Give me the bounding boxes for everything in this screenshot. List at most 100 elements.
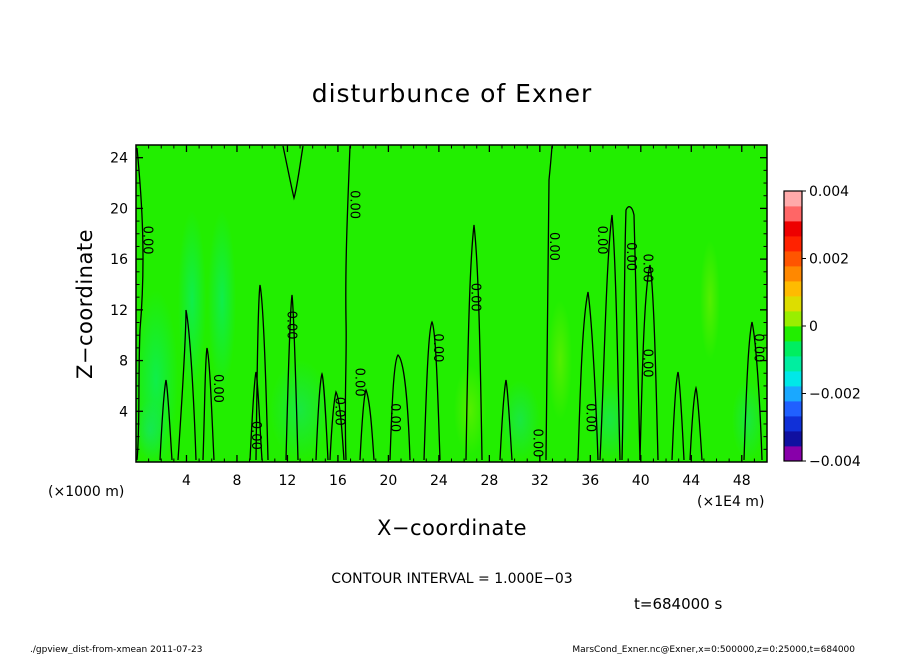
x-tick-label: 36 xyxy=(581,473,599,489)
y-tick-label: 20 xyxy=(110,201,128,217)
time-text: t=684000 s xyxy=(634,595,722,613)
chart-title: disturbunce of Exner xyxy=(312,79,593,108)
contour-value-label: 0.00 xyxy=(352,368,367,397)
contour-line xyxy=(689,385,703,461)
colorbar-segment xyxy=(784,206,802,222)
colorbar-segment xyxy=(784,296,802,312)
field-shading xyxy=(136,210,764,462)
colorbar-segment xyxy=(784,416,802,432)
shade-high-region xyxy=(700,240,720,360)
plot-area: 0.000.000.000.000.000.000.000.000.000.00… xyxy=(136,145,767,462)
contour-line xyxy=(599,214,621,461)
colorbar-tick-label: 0.004 xyxy=(809,184,849,200)
contour-value-label: 0.00 xyxy=(331,397,346,426)
x-axis-ticks: 4 8 12 16 20 24 28 32 36 40 44 48 xyxy=(148,145,755,489)
contour-line xyxy=(743,321,763,461)
contour-line xyxy=(499,379,513,461)
colorbar-tick-labels: −0.004 −0.002 0 0.002 0.004 xyxy=(802,184,861,470)
contour-line xyxy=(329,390,345,461)
colorbar-segment xyxy=(784,236,802,252)
plot-background xyxy=(136,145,767,462)
shade-low-region xyxy=(178,210,206,390)
colorbar-segment xyxy=(784,401,802,417)
x-tick-label: 40 xyxy=(632,473,650,489)
colorbar-segment xyxy=(784,326,802,342)
shade-low-region xyxy=(270,360,330,460)
colorbar-segment xyxy=(784,281,802,297)
shade-low-region xyxy=(208,210,236,390)
contour-value-label: 0.00 xyxy=(750,333,765,362)
contour-value-label: 0.00 xyxy=(347,190,362,219)
contour-line xyxy=(282,145,304,201)
contour-line xyxy=(359,388,375,461)
contour-value-label: 0.00 xyxy=(140,226,155,255)
x-tick-label: 32 xyxy=(531,473,549,489)
contour-line xyxy=(159,379,173,461)
contour-value-label: 0.00 xyxy=(248,421,263,450)
x-unit-label: (×1000 m) xyxy=(48,484,124,500)
contour-value-label: 0.00 xyxy=(639,349,654,378)
y-tick-label: 8 xyxy=(119,354,128,370)
colorbar-tick-label: −0.004 xyxy=(809,454,861,470)
x-tick-label: 16 xyxy=(329,473,347,489)
shade-low-region xyxy=(732,380,764,460)
colorbar-segment xyxy=(784,341,802,357)
y-tick-label: 24 xyxy=(110,151,128,167)
contour-line xyxy=(315,371,329,461)
x-tick-label: 12 xyxy=(279,473,297,489)
colorbar xyxy=(783,190,803,462)
contour-value-label: 0.00 xyxy=(430,333,445,362)
contour-line xyxy=(389,354,411,461)
x-tick-label: 20 xyxy=(379,473,397,489)
contour-line xyxy=(639,264,659,461)
contour-value-label: 0.00 xyxy=(583,403,598,432)
contour-interval-text: CONTOUR INTERVAL = 1.000E−03 xyxy=(331,571,572,587)
colorbar-segment xyxy=(784,431,802,447)
colorbar-segment xyxy=(784,446,802,462)
contour-value-label: 0.00 xyxy=(546,232,561,261)
contour-lines xyxy=(136,145,763,461)
contour-value-label: 0.00 xyxy=(623,242,638,271)
contour-line xyxy=(344,145,351,461)
footer-right-text: MarsCond_Exner.nc@Exner,x=0:500000,z=0:2… xyxy=(572,645,855,654)
colorbar-tick-label: −0.002 xyxy=(809,387,861,403)
colorbar-segment xyxy=(784,356,802,372)
y-tick-label: 16 xyxy=(110,252,128,268)
x-tick-label: 24 xyxy=(430,473,448,489)
contour-value-label: 0.00 xyxy=(387,403,402,432)
contour-line xyxy=(249,371,263,461)
contour-value-label: 0.00 xyxy=(468,283,483,312)
colorbar-tick-label: 0.002 xyxy=(809,252,849,268)
x-axis-label: X−coordinate xyxy=(377,516,527,540)
x-scale-label: (×1E4 m) xyxy=(697,494,764,510)
contour-line xyxy=(465,224,483,461)
contour-labels: 0.000.000.000.000.000.000.000.000.000.00… xyxy=(140,190,766,457)
contour-value-label: 0.00 xyxy=(283,311,298,340)
shade-low-region xyxy=(588,380,632,460)
contour-line xyxy=(671,371,685,461)
contour-line xyxy=(545,145,553,461)
shade-high-region xyxy=(548,300,572,420)
contour-line xyxy=(423,320,441,461)
y-tick-label: 12 xyxy=(110,303,128,319)
x-tick-label: 8 xyxy=(232,473,241,489)
contour-value-label: 0.00 xyxy=(594,226,609,255)
contour-line xyxy=(202,347,215,461)
x-tick-label: 48 xyxy=(733,473,751,489)
contour-line xyxy=(255,284,269,461)
contour-line xyxy=(621,206,641,461)
colorbar-segment xyxy=(784,221,802,237)
x-tick-label: 44 xyxy=(682,473,700,489)
contour-line xyxy=(285,294,299,461)
footer-left-text: ./gpview_dist-from-xmean 2011-07-23 xyxy=(30,645,202,654)
contour-value-label: 0.00 xyxy=(530,429,545,458)
colorbar-segment xyxy=(784,311,802,327)
contour-value-label: 0.00 xyxy=(639,254,654,283)
y-tick-label: 4 xyxy=(119,404,128,420)
colorbar-segment xyxy=(784,251,802,267)
colorbar-segment xyxy=(784,386,802,402)
shade-high-region xyxy=(454,365,486,455)
contour-value-label: 0.00 xyxy=(210,374,225,403)
contour-line xyxy=(177,309,197,461)
x-tick-label: 4 xyxy=(182,473,191,489)
